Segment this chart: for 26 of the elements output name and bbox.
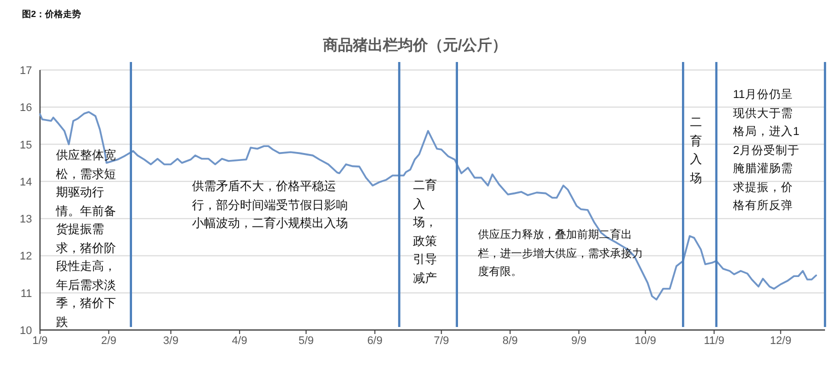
- annotation: 11月份仍呈现供大于需格局，进入12月份受制于腌腊灌肠需求提振，价格有所反弹: [733, 88, 800, 214]
- annotation: 二育入场: [690, 114, 703, 186]
- x-tick-label: 2/9: [101, 335, 116, 347]
- x-tick-label: 1/9: [32, 335, 48, 347]
- y-tick-label: 11: [20, 288, 32, 300]
- y-tick-label: 15: [20, 139, 32, 152]
- y-tick-label: 10: [20, 325, 32, 337]
- x-tick-label: 4/9: [232, 335, 248, 347]
- x-tick-label: 3/9: [163, 335, 178, 347]
- x-tick-label: 7/9: [434, 335, 450, 347]
- x-tick-label: 6/9: [367, 335, 382, 347]
- x-tick-label: 10/9: [634, 335, 656, 347]
- annotation: 供需矛盾不大，价格平稳运行，部分时间端受节假日影响小幅波动，二育小规模出入场: [192, 178, 348, 232]
- annotation: 二育入场，政策引导减产: [413, 177, 438, 286]
- y-tick-label: 12: [20, 250, 32, 263]
- x-tick-label: 5/9: [298, 335, 314, 347]
- x-tick-label: 9/9: [571, 335, 587, 347]
- y-tick-label: 17: [20, 65, 32, 77]
- chart-subtitle: 图2：价格走势: [22, 9, 82, 19]
- y-tick-label: 13: [20, 214, 32, 226]
- x-tick-label: 8/9: [502, 335, 518, 347]
- chart-title: 商品猪出栏均价（元/公斤）: [322, 36, 508, 54]
- x-tick-label: 12/9: [770, 335, 792, 347]
- y-tick-label: 16: [20, 102, 32, 114]
- x-tick-label: 11/9: [704, 335, 724, 347]
- y-tick-label: 14: [20, 176, 32, 188]
